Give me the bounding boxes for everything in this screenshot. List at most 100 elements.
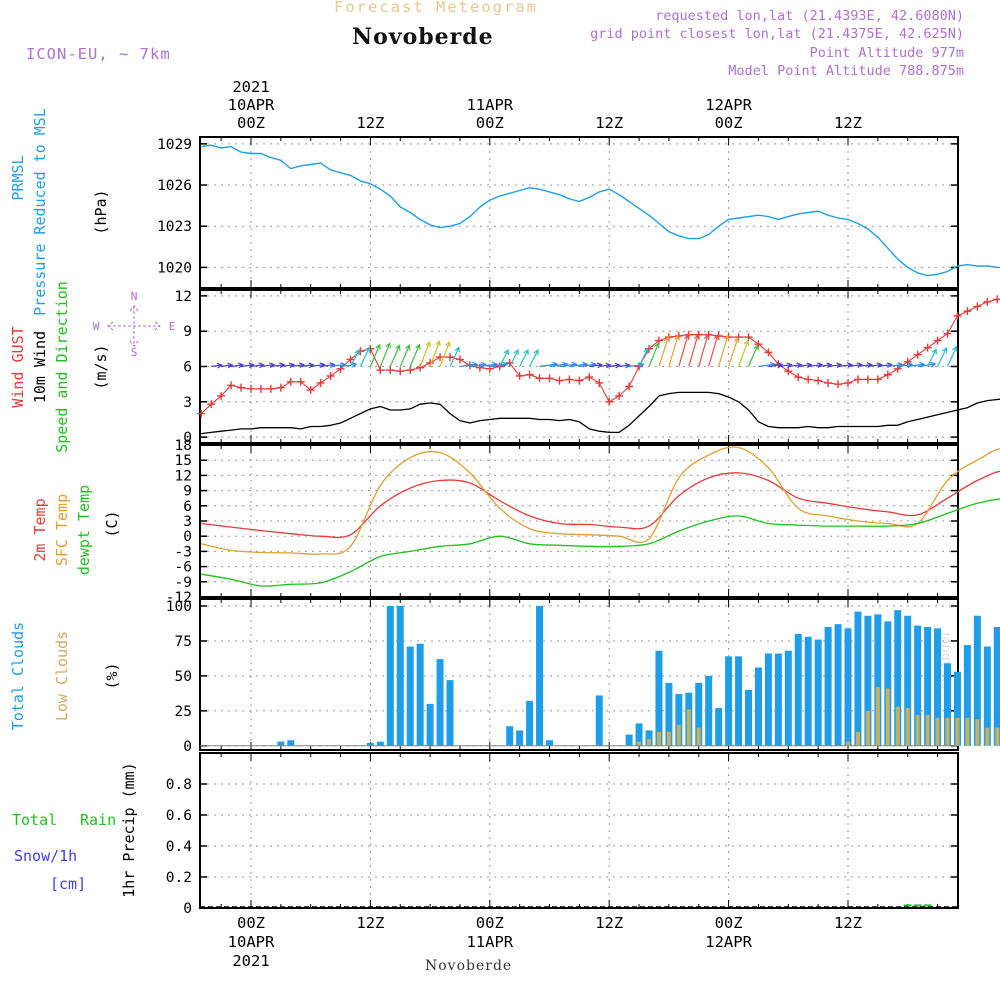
total-cloud-bar	[874, 614, 882, 746]
top-time-label: 12Z	[356, 114, 384, 132]
pressure-panel-frame	[199, 136, 959, 289]
wind-gust-marker	[873, 375, 882, 384]
wind-arrow	[629, 363, 644, 368]
wind-arrow-head	[723, 334, 730, 341]
wind-arrow-head	[733, 336, 740, 343]
bottom-time-label: 10APR	[228, 933, 275, 951]
total-cloud-bar	[287, 740, 295, 746]
wind-arrow-head	[258, 362, 265, 369]
wind-arrow	[937, 347, 947, 367]
wind-arrow	[728, 337, 739, 367]
wind-gust-marker	[406, 366, 415, 375]
low-cloud-bar	[696, 727, 701, 746]
wind-arrow-head	[503, 348, 509, 356]
point-altitude: Point Altitude 977m	[809, 45, 964, 61]
total-cloud-bar	[386, 605, 394, 746]
wind-arrow	[280, 364, 295, 368]
total-cloud-bar	[953, 671, 961, 746]
total-cloud-bar	[834, 624, 842, 746]
total-cloud-bar	[625, 734, 633, 746]
low-cloud-bar	[865, 710, 870, 746]
wind-gust-marker	[286, 377, 295, 386]
wind-gust-marker	[306, 386, 315, 395]
wind-arrow-head	[596, 362, 603, 369]
low-cloud-bar	[676, 724, 681, 746]
total-cloud-bar	[516, 730, 524, 746]
wind-gust-marker	[913, 350, 922, 359]
wind-arrow	[310, 363, 325, 368]
low-cloud-bar	[925, 715, 930, 746]
wind-arrow	[668, 335, 679, 367]
wind-gust-marker	[227, 381, 236, 390]
wind-arrow	[270, 364, 285, 368]
wind-ytick-label: 0	[183, 430, 192, 446]
temp-sfc-label: SFC Temp	[53, 494, 71, 566]
wind-arrow-head	[624, 362, 631, 369]
wind-arrow	[747, 345, 759, 367]
bottom-time-label: 00Z	[237, 914, 265, 932]
total-cloud-bar	[595, 695, 603, 746]
wind-arrow	[359, 347, 370, 367]
wind-gust-label: Wind GUST	[9, 326, 27, 407]
wind-gust-marker	[515, 371, 524, 380]
wind-gust-marker	[446, 353, 454, 362]
wind-arrow-head	[502, 361, 509, 368]
low-cloud-bar	[846, 741, 850, 746]
wind-gust-marker	[535, 374, 544, 383]
wind-arrow	[221, 364, 233, 368]
low-cloud-bar	[955, 717, 960, 746]
wind-arrow-head	[454, 346, 460, 353]
temperature-ytick-label: -9	[175, 575, 192, 591]
compass-arrows	[107, 305, 161, 347]
wind-gust-marker	[853, 375, 862, 384]
wind-gust-marker	[276, 383, 285, 392]
pressure-unit-label: (hPa)	[92, 189, 110, 234]
total-cloud-bar	[944, 663, 951, 746]
wind-arrow	[479, 363, 497, 368]
wind-arrow	[897, 363, 913, 368]
precip-bar	[923, 904, 932, 907]
total-cloud-bar	[665, 682, 673, 746]
precip-ytick-label: 0.6	[166, 808, 192, 824]
compass-w: W	[93, 320, 100, 333]
precip-ytick-label: 0.2	[166, 870, 192, 886]
wind-arrow	[718, 335, 729, 367]
wind-arrow-head	[605, 362, 612, 369]
precip-snow-label: Snow/1h	[14, 847, 77, 865]
wind-arrow	[658, 336, 669, 367]
top-time-label: 00Z	[237, 114, 265, 132]
total-cloud-bar	[844, 628, 852, 746]
wind-arrow	[519, 349, 529, 367]
wind-gust-marker	[645, 344, 653, 353]
wind-gust-marker	[326, 371, 335, 380]
wind-arrow	[231, 364, 243, 368]
wind-arrow	[549, 363, 568, 368]
wind-arrow	[599, 364, 611, 368]
total-cloud-bar	[824, 626, 832, 746]
temp-dewpt-label: dewpt Temp	[75, 485, 93, 575]
wind-gust-marker	[595, 378, 604, 387]
total-cloud-bar	[446, 680, 454, 746]
low-cloud-bar	[885, 688, 890, 746]
wind-arrow	[758, 363, 775, 368]
temperature-ytick-label: 18	[175, 438, 192, 454]
low-cloud-bar	[915, 715, 920, 746]
temperature-ytick-label: 9	[183, 484, 192, 500]
total-cloud-bar	[914, 625, 922, 746]
wind-speed-line	[201, 391, 1000, 435]
wind-arrow-head	[753, 344, 759, 351]
wind-arrow-head	[952, 345, 958, 352]
wind-gust-marker	[575, 376, 584, 385]
wind-arrow	[768, 363, 783, 368]
total-cloud-bar	[764, 653, 772, 746]
bottom-time-label: 2021	[232, 952, 269, 970]
wind-ytick-label: 6	[183, 360, 192, 376]
top-time-label: 10APR	[228, 96, 275, 114]
wind-arrow-head	[237, 362, 245, 369]
top-time-label: 2021	[232, 78, 269, 96]
precip-ytick-label: 0.8	[166, 777, 192, 793]
wind-gust-marker	[993, 295, 1000, 304]
wind-gust-marker	[814, 376, 823, 385]
precip-snow-unit-label: [cm]	[50, 875, 86, 893]
pressure-ytick-label: 1023	[157, 219, 192, 235]
